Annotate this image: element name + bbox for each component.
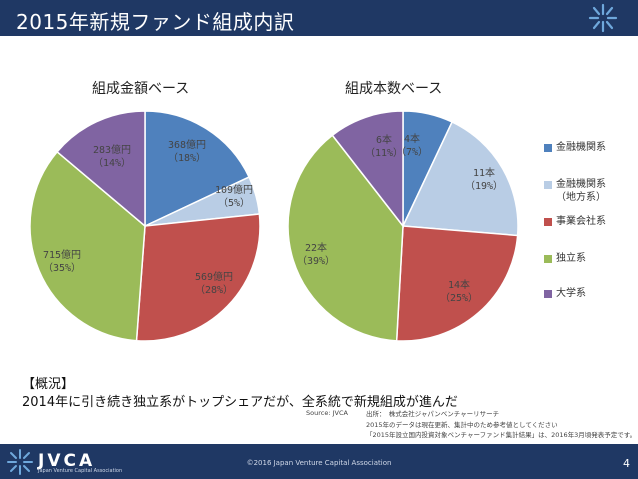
chart-title-amount: 組成金額ベース [92, 81, 190, 97]
footer-starburst-icon [7, 449, 33, 475]
pie-value-label: 14本 [447, 280, 471, 291]
source-note-3: 「2015年設立国内投資対象ベンチャーファンド集計結果」は、2016年3月頃発表… [366, 431, 637, 439]
source-label: Source: JVCA [306, 409, 348, 417]
pie-value-label: 569億円 [194, 272, 234, 283]
pie-value-label: 6本 [375, 135, 393, 146]
source-note-2: 2015年のデータは現在更新、集計中のため参考値としてください [366, 421, 558, 429]
pie-slice-count-regional-bank [401, 121, 519, 237]
pie-value-label: 109億円 [214, 185, 254, 196]
legend-label-line1: 金融機関系 [556, 179, 606, 190]
pie-percent-label: （11%） [364, 148, 404, 159]
starburst-logo-icon [588, 3, 618, 33]
legend-label: 独立系 [556, 253, 586, 264]
pie-slice-amount-bank [144, 110, 251, 228]
pie-percent-label: （7%） [395, 147, 429, 158]
page-number: 4 [623, 457, 630, 470]
pie-label-amount-independent: 715億円 （35%） [43, 249, 81, 275]
legend-label: 事業会社系 [556, 216, 606, 227]
pie-percent-label: （39%） [296, 256, 336, 267]
pie-label-amount-bank: 368億円 （18%） [168, 139, 206, 165]
page-title: 2015年新規ファンド組成内訳 [16, 10, 295, 34]
pie-label-amount-university: 283億円 （14%） [93, 144, 131, 170]
pie-percent-label: （25%） [439, 293, 479, 304]
pie-value-label: 11本 [472, 168, 496, 179]
pie-percent-label: （28%） [194, 285, 234, 296]
pie-slice-amount-independent [29, 150, 146, 342]
pie-slice-count-independent [287, 134, 404, 342]
pie-percent-label: （14%） [92, 158, 132, 169]
pie-label-count-bank: 4本 （7%） [396, 133, 428, 159]
pie-percent-label: （19%） [464, 181, 504, 192]
pie-percent-label: （18%） [167, 153, 207, 164]
pie-percent-label: （35%） [42, 263, 82, 274]
copyright-text: ©2016 Japan Venture Capital Association [246, 459, 392, 467]
legend-label: 金融機関系 （地方系） [556, 178, 606, 204]
summary-heading: 【概況】 [22, 377, 75, 392]
legend-label-line2: （地方系） [556, 192, 606, 203]
pie-slice-count-corporate [395, 225, 519, 342]
legend-swatch [544, 255, 552, 263]
pie-label-count-university: 6本 （11%） [365, 134, 403, 160]
pie-label-amount-regional-bank: 109億円 （5%） [215, 184, 253, 210]
chart-title-count: 組成本数ベース [345, 81, 443, 97]
legend-label: 金融機関系 [556, 142, 606, 153]
pie-value-label: 22本 [304, 243, 328, 254]
pie-label-amount-corporate: 569億円 （28%） [195, 271, 233, 297]
legend-label: 大学系 [556, 288, 586, 299]
pie-slice-amount-university [56, 110, 146, 228]
footer-brand: JVCA [38, 451, 96, 471]
pie-value-label: 715億円 [42, 250, 82, 261]
pie-slice-amount-corporate [135, 213, 261, 342]
pie-percent-label: （5%） [217, 198, 251, 209]
pie-label-count-regional-bank: 11本 （19%） [465, 167, 503, 193]
pie-slice-count-university [331, 110, 404, 229]
pie-label-count-independent: 22本 （39%） [297, 242, 335, 268]
footer-brand-subtitle: Japan Venture Capital Association [38, 468, 123, 474]
pie-value-label: 368億円 [167, 140, 207, 151]
pie-value-label: 4本 [403, 134, 421, 145]
legend-swatch [544, 218, 552, 226]
pie-label-count-corporate: 14本 （25%） [440, 279, 478, 305]
pie-value-label: 283億円 [92, 145, 132, 156]
legend-swatch [544, 181, 552, 189]
source-note-1: 出所： 株式会社ジャパンベンチャーリサーチ [366, 410, 500, 418]
legend-swatch [544, 290, 552, 298]
header-bar: 2015年新規ファンド組成内訳 [0, 0, 638, 36]
legend-swatch [544, 144, 552, 152]
summary-text: 2014年に引き続き独立系がトップシェアだが、全系統で新規組成が進んだ [22, 395, 458, 410]
footer-bar: JVCA Japan Venture Capital Association ©… [0, 444, 638, 479]
